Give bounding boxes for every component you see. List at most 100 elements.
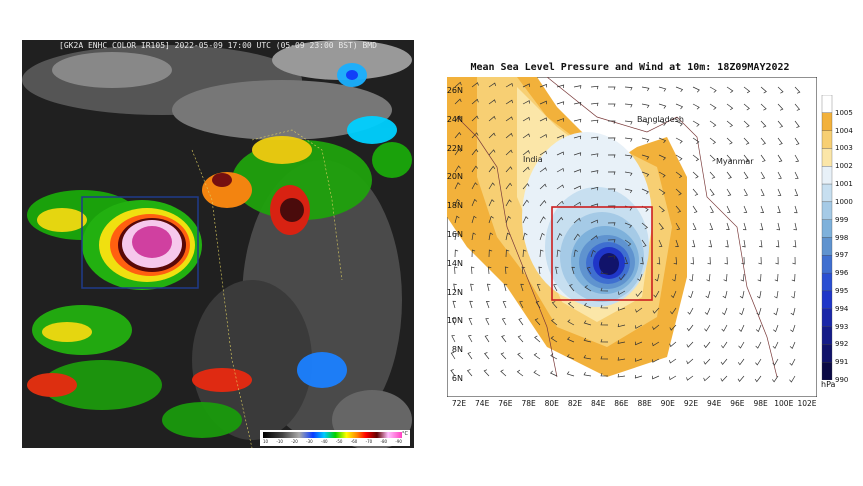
wind-barb: [521, 266, 526, 275]
wind-barb: [709, 188, 715, 196]
wind-barb: [550, 353, 558, 360]
wind-barb: [675, 222, 681, 230]
longitude-label: 74E: [475, 399, 490, 408]
wind-barb: [500, 369, 507, 377]
wind-barb: [600, 372, 609, 377]
wind-barb: [652, 324, 660, 330]
wind-barb: [755, 324, 762, 333]
pressure-legend-unit: hPa: [821, 380, 836, 389]
wind-barb: [454, 266, 458, 275]
wind-barb: [777, 120, 784, 128]
wind-barb: [789, 341, 796, 349]
wind-barb: [658, 205, 665, 213]
longitude-label: 102E: [797, 399, 817, 408]
legend-label: 1004: [835, 126, 853, 135]
wind-barb: [651, 358, 660, 363]
longitude-label: 94E: [707, 399, 722, 408]
wind-barb: [454, 98, 462, 105]
wind-barb: [692, 171, 699, 179]
region-label-bangladesh: Bangladesh: [637, 115, 684, 124]
wind-barb: [556, 151, 565, 156]
wind-barb: [777, 171, 782, 180]
wind-barb: [534, 318, 541, 326]
wind-barb: [501, 318, 507, 326]
wind-barb: [675, 188, 682, 196]
wind-barb: [743, 137, 750, 145]
wind-barb: [454, 198, 461, 207]
wind-barb: [692, 103, 700, 110]
wind-barb: [600, 355, 609, 360]
wind-barb: [791, 273, 796, 282]
wind-barb: [488, 132, 496, 139]
wind-barb: [722, 290, 728, 299]
wind-barb: [692, 205, 698, 213]
wind-barb: [573, 118, 582, 123]
wind-barb: [505, 182, 513, 190]
longitude-label: 88E: [637, 399, 652, 408]
wind-barb: [742, 222, 747, 231]
wind-barb: [488, 99, 496, 105]
wind-barb: [550, 336, 558, 343]
wind-barb: [624, 188, 633, 194]
wind-barb: [709, 120, 717, 128]
legend-swatch: [821, 237, 833, 256]
wind-barb: [637, 273, 643, 282]
wind-barb: [600, 287, 609, 292]
legend-label: 994: [835, 304, 849, 313]
wind-barb: [690, 256, 694, 265]
wind-barb: [760, 188, 765, 197]
wind-barb: [539, 117, 548, 122]
wind-barb: [755, 358, 762, 366]
wind-barb: [617, 373, 626, 378]
wind-barb: [590, 102, 599, 107]
colorbar-tick: -90: [395, 439, 402, 444]
wind-barb: [692, 154, 700, 162]
wind-barb: [517, 352, 524, 360]
colorbar-ticks: 10 -10 -20 -30 -40 -50 -60 -70 -80 -90: [263, 439, 402, 444]
latitude-label: 18N: [446, 201, 463, 211]
wind-barb: [794, 154, 800, 162]
wind-barb: [773, 307, 779, 316]
latitude-label: 22N: [446, 143, 463, 153]
wind-barb: [583, 320, 592, 326]
wind-barb: [573, 85, 582, 89]
wind-barb: [794, 205, 798, 214]
wind-barb: [723, 273, 728, 282]
wind-barb: [794, 188, 799, 197]
wind-barb: [522, 83, 531, 88]
wind-barb: [755, 341, 762, 349]
wind-barb: [790, 324, 796, 333]
wind-barb: [725, 239, 729, 248]
wind-barb: [522, 100, 531, 105]
wind-barb: [777, 188, 782, 197]
wind-barb: [539, 83, 548, 88]
legend-label: 993: [835, 322, 849, 331]
wind-barb: [608, 86, 616, 90]
wind-barb: [793, 222, 797, 231]
wind-barb: [776, 222, 781, 231]
wind-barb: [739, 307, 745, 316]
wind-barb: [641, 137, 650, 143]
colorbar-tick: -40: [321, 439, 328, 444]
wind-barb: [471, 165, 478, 173]
wind-barb: [450, 352, 456, 360]
longitude-label: 80E: [544, 399, 559, 408]
wind-barb: [743, 188, 748, 197]
wind-barb: [501, 335, 507, 343]
wind-barb: [454, 132, 462, 139]
wind-barb: [687, 307, 694, 315]
wind-barb: [600, 321, 609, 326]
legend-swatch: [821, 219, 833, 238]
wind-barb: [757, 273, 762, 282]
latitude-label: 26N: [446, 86, 463, 95]
wind-barb: [775, 256, 779, 265]
wind-barb: [726, 137, 733, 145]
legend-label: 1001: [835, 180, 853, 189]
wind-barb: [777, 154, 783, 162]
wind-barb: [794, 103, 801, 111]
wind-barb: [556, 167, 564, 173]
wind-barb: [617, 323, 626, 328]
wind-barb: [772, 358, 779, 366]
legend-label: 998: [835, 233, 849, 242]
wind-barb: [488, 165, 496, 173]
